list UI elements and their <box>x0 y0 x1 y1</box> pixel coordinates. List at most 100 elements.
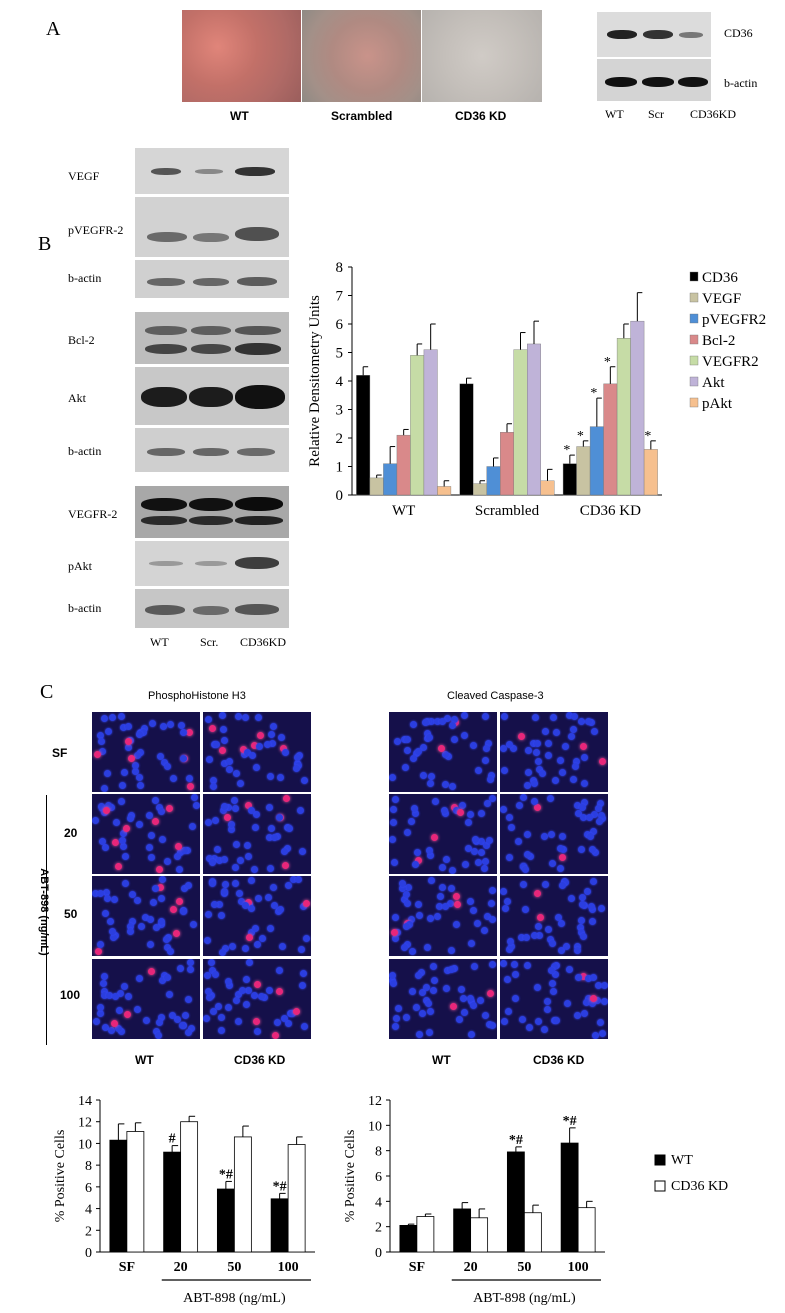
nucleus <box>122 853 129 860</box>
nucleus <box>164 944 171 951</box>
nucleus <box>129 891 136 898</box>
nucleus <box>434 913 441 920</box>
nucleus <box>226 758 233 765</box>
nucleus <box>303 935 310 942</box>
nucleus <box>549 860 556 867</box>
nucleus <box>271 834 278 841</box>
bar-cd36-kd-sf <box>416 1216 435 1253</box>
nucleus <box>112 839 119 846</box>
nucleus <box>531 780 538 787</box>
nucleus <box>186 775 193 782</box>
nucleus <box>182 1012 189 1019</box>
nucleus <box>416 912 423 919</box>
nucleus <box>483 842 490 849</box>
blot-b-lane-wt: WT <box>150 635 169 649</box>
nucleus <box>120 843 127 850</box>
nucleus <box>146 812 153 819</box>
chart-phosphohistone: 0 2 4 6 8 10 12 14 % Positive Cells SF 20 #50 *# 100 *… <box>53 1094 315 1306</box>
nucleus <box>110 934 117 941</box>
nucleus <box>281 848 288 855</box>
nucleus <box>127 815 134 822</box>
nucleus <box>280 745 287 752</box>
nucleus <box>586 814 593 821</box>
nucleus <box>568 895 575 902</box>
nucleus <box>102 910 109 917</box>
nucleus <box>269 740 276 747</box>
nucleus <box>204 972 211 979</box>
nucleus <box>402 764 409 771</box>
legend-label-bcl-2: Bcl-2 <box>702 333 735 349</box>
nucleus <box>270 723 277 730</box>
nucleus <box>482 713 489 720</box>
nucleus <box>589 846 596 853</box>
nucleus <box>174 853 181 860</box>
nucleus <box>392 796 399 803</box>
nucleus <box>218 1027 225 1034</box>
nucleus <box>233 841 240 848</box>
nucleus <box>150 899 157 906</box>
nucleus <box>120 724 127 731</box>
nucleus <box>285 882 292 889</box>
nucleus <box>477 997 484 1004</box>
nucleus <box>232 864 239 871</box>
nucleus <box>531 798 538 805</box>
legend-label-wt: WT <box>671 1153 693 1168</box>
nucleus <box>478 849 485 856</box>
nucleus <box>102 844 109 851</box>
nucleus <box>111 1020 118 1027</box>
nucleus <box>153 924 160 931</box>
nucleus <box>481 865 488 872</box>
x-tick-label: 100 <box>568 1260 589 1275</box>
nucleus <box>461 732 468 739</box>
nucleus <box>117 990 124 997</box>
nucleus <box>220 726 227 733</box>
nucleus <box>286 825 293 832</box>
nucleus <box>541 833 548 840</box>
nucleus <box>265 894 272 901</box>
nucleus <box>592 849 599 856</box>
row-label-20: 20 <box>64 826 78 840</box>
nucleus <box>293 1008 300 1015</box>
x-tick-label: 20 <box>464 1260 478 1275</box>
panel-b-label: B <box>38 233 52 255</box>
nucleus <box>210 783 217 790</box>
nucleus <box>107 918 114 925</box>
y-tick-label: 4 <box>336 374 344 390</box>
nucleus <box>500 745 507 752</box>
fluorescence-image-r2-c3 <box>388 793 498 875</box>
nucleus <box>467 995 474 1002</box>
nucleus <box>276 967 283 974</box>
nucleus <box>505 1008 512 1015</box>
nucleus <box>294 754 301 761</box>
nucleus <box>237 780 244 787</box>
nucleus <box>585 975 592 982</box>
nucleus <box>116 1007 123 1014</box>
nucleus <box>185 1029 192 1036</box>
nucleus <box>599 1030 606 1037</box>
y-tick-label: 1 <box>336 460 344 476</box>
bar-bcl-2-wt <box>396 434 411 496</box>
nucleus <box>141 725 148 732</box>
nucleus <box>205 911 212 918</box>
nucleus <box>180 729 187 736</box>
nucleus <box>242 945 249 952</box>
nucleus <box>251 742 258 749</box>
densitometry-chart: 0 1 2 3 4 5 6 7 8 Relative Densitometry Units WT Sc… <box>307 260 766 519</box>
nucleus <box>456 1016 463 1023</box>
nucleus <box>389 972 396 979</box>
nucleus <box>177 849 184 856</box>
nucleus <box>210 1008 217 1015</box>
nucleus <box>578 846 585 853</box>
nucleus <box>303 900 310 907</box>
nucleus <box>472 836 479 843</box>
nucleus <box>524 831 531 838</box>
nucleus <box>276 988 283 995</box>
nucleus <box>299 982 306 989</box>
nucleus <box>482 1012 489 1019</box>
blot-b-lane-cd36kd: CD36KD <box>240 635 287 649</box>
nucleus <box>485 740 492 747</box>
nucleus <box>221 888 228 895</box>
nucleus <box>389 774 396 781</box>
bar-pvegfr2-scrambled <box>486 466 501 496</box>
nucleus <box>156 804 163 811</box>
